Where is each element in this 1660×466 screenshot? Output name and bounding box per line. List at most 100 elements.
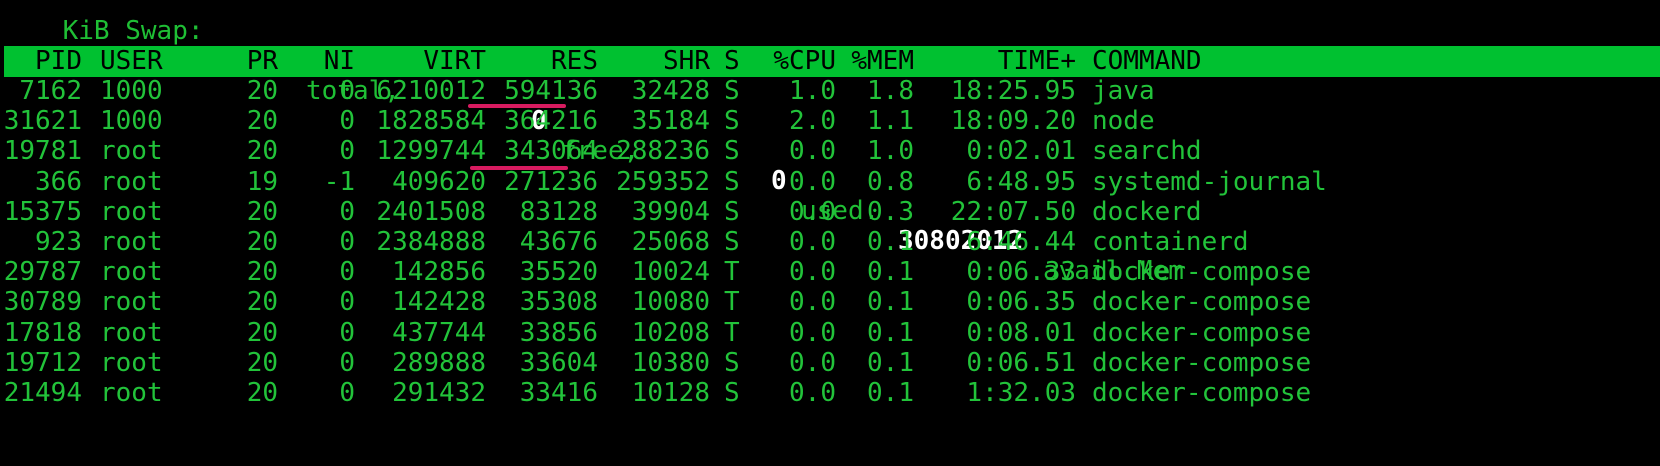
process-cell-res: 364216 bbox=[504, 106, 598, 137]
process-cell-mem: 1.0 bbox=[867, 136, 914, 167]
process-cell-mem: 0.1 bbox=[867, 378, 914, 408]
process-cell-ni: -1 bbox=[323, 166, 355, 197]
process-row[interactable]: 15375 root 20 0 2401508 83128 39904 S 0.0 0.3 22:0… bbox=[4, 197, 1660, 227]
process-cell-cpu: 0.0 bbox=[789, 317, 836, 348]
process-cell-command: docker-compose bbox=[1092, 378, 1312, 408]
process-cell-res: 33416 bbox=[519, 378, 598, 408]
process-cell-time: 6:48.95 bbox=[966, 166, 1076, 197]
process-cell-ni: 0 bbox=[339, 378, 355, 408]
column-header-shr[interactable]: SHR bbox=[663, 46, 710, 76]
process-row[interactable]: 31621 1000 20 0 1828584 364216 35184 S 2.0 1.1 18:… bbox=[4, 106, 1660, 136]
process-cell-pid: 21494 bbox=[3, 378, 82, 408]
column-header-pr[interactable]: PR bbox=[246, 46, 278, 76]
process-cell-ni: 0 bbox=[339, 257, 355, 288]
process-cell-ni: 0 bbox=[339, 347, 355, 378]
column-header-virt[interactable]: VIRT bbox=[423, 46, 486, 76]
process-cell-command: dockerd bbox=[1092, 196, 1202, 227]
process-cell-cpu: 0.0 bbox=[789, 227, 836, 257]
process-cell-command: docker-compose bbox=[1092, 257, 1312, 288]
process-row[interactable]: 21494 root 20 0 291432 33416 10128 S 0.0 0.1 1:32.… bbox=[4, 378, 1660, 408]
process-cell-user: root bbox=[100, 347, 163, 378]
column-header-state[interactable]: S bbox=[724, 46, 740, 76]
process-cell-pr: 20 bbox=[246, 136, 278, 167]
process-row[interactable]: 19712 root 20 0 289888 33604 10380 S 0.0 0.1 0:06.… bbox=[4, 348, 1660, 378]
process-cell-mem: 1.8 bbox=[867, 76, 914, 106]
process-row[interactable]: 19781 root 20 0 1299744 343064 288236 S 0.0 1.0 0:… bbox=[4, 136, 1660, 166]
process-cell-ni: 0 bbox=[339, 317, 355, 348]
process-cell-command: searchd bbox=[1092, 136, 1202, 167]
process-cell-time: 0:08.01 bbox=[966, 317, 1076, 348]
process-row[interactable]: 7162 1000 20 0 6210012 594136 32428 S 1.0 1.8 18:2… bbox=[4, 76, 1660, 106]
process-cell-time: 0:06.51 bbox=[966, 347, 1076, 378]
process-cell-user: 1000 bbox=[100, 106, 163, 137]
process-row[interactable]: 30789 root 20 0 142428 35308 10080 T 0.0 0.1 0:06.… bbox=[4, 287, 1660, 317]
process-cell-user: root bbox=[100, 136, 163, 167]
process-cell-ni: 0 bbox=[339, 136, 355, 167]
process-cell-pr: 20 bbox=[246, 106, 278, 137]
red-annotation-underline-2 bbox=[470, 166, 568, 170]
process-cell-mem: 0.1 bbox=[867, 317, 914, 348]
process-row[interactable]: 29787 root 20 0 142856 35520 10024 T 0.0 0.1 0:06.… bbox=[4, 257, 1660, 287]
swap-total-label: total, bbox=[306, 76, 400, 106]
swap-used-label: used. bbox=[801, 196, 880, 226]
column-header-cpu[interactable]: %CPU bbox=[773, 46, 836, 76]
process-cell-s: S bbox=[724, 106, 740, 137]
process-cell-pid: 31621 bbox=[3, 106, 82, 137]
process-cell-virt: 142428 bbox=[392, 287, 486, 318]
process-cell-cpu: 0.0 bbox=[789, 347, 836, 378]
process-cell-s: S bbox=[724, 76, 740, 106]
process-cell-mem: 0.1 bbox=[867, 257, 914, 288]
process-cell-res: 271236 bbox=[504, 166, 598, 197]
swap-avail-label: avail Mem bbox=[1043, 256, 1184, 286]
process-cell-pr: 20 bbox=[246, 347, 278, 378]
process-cell-pid: 923 bbox=[35, 227, 82, 257]
process-cell-s: T bbox=[724, 317, 740, 348]
process-cell-mem: 1.1 bbox=[867, 106, 914, 137]
column-header-res[interactable]: RES bbox=[551, 46, 598, 76]
process-cell-command: docker-compose bbox=[1092, 287, 1312, 318]
process-cell-shr: 32428 bbox=[631, 76, 710, 106]
process-cell-virt: 2384888 bbox=[376, 227, 486, 257]
process-cell-time: 0:02.01 bbox=[966, 136, 1076, 167]
process-cell-virt: 291432 bbox=[392, 378, 486, 408]
process-cell-shr: 39904 bbox=[631, 196, 710, 227]
process-row[interactable]: 923 root 20 0 2384888 43676 25068 S 0.0 0.1 6:46.4… bbox=[4, 227, 1660, 257]
process-cell-shr: 25068 bbox=[631, 227, 710, 257]
column-header-user[interactable]: USER bbox=[100, 46, 163, 76]
process-cell-virt: 2401508 bbox=[376, 196, 486, 227]
process-row[interactable]: 366 root 19 -1 409620 271236 259352 S 0.0 0.8 6:48… bbox=[4, 167, 1660, 197]
column-header-time[interactable]: TIME+ bbox=[997, 46, 1076, 76]
process-cell-s: S bbox=[724, 347, 740, 378]
process-row[interactable]: 17818 root 20 0 437744 33856 10208 T 0.0 0.1 0:08.… bbox=[4, 318, 1660, 348]
process-cell-pid: 19712 bbox=[3, 347, 82, 378]
process-cell-time: 22:07.50 bbox=[950, 196, 1076, 227]
process-cell-ni: 0 bbox=[339, 227, 355, 257]
process-cell-res: 33856 bbox=[519, 317, 598, 348]
process-cell-mem: 0.8 bbox=[867, 166, 914, 197]
process-cell-ni: 0 bbox=[339, 287, 355, 318]
process-cell-pid: 7162 bbox=[19, 76, 82, 106]
column-header-pid[interactable]: PID bbox=[35, 46, 82, 76]
process-cell-pid: 15375 bbox=[3, 196, 82, 227]
process-cell-virt: 6210012 bbox=[376, 76, 486, 106]
column-header-ni[interactable]: NI bbox=[323, 46, 355, 76]
process-cell-shr: 259352 bbox=[616, 166, 710, 197]
process-cell-ni: 0 bbox=[339, 106, 355, 137]
process-cell-cpu: 0.0 bbox=[789, 257, 836, 288]
process-cell-command: node bbox=[1092, 106, 1155, 137]
process-cell-res: 43676 bbox=[519, 227, 598, 257]
column-header-mem[interactable]: %MEM bbox=[851, 46, 914, 76]
process-cell-time: 18:09.20 bbox=[950, 106, 1076, 137]
process-cell-user: root bbox=[100, 196, 163, 227]
process-table-header: PID USER PR NI VIRT RES SHR S %CPU %MEM … bbox=[4, 46, 1660, 77]
process-cell-s: T bbox=[724, 257, 740, 288]
process-cell-s: T bbox=[724, 287, 740, 318]
swap-free-label: free, bbox=[561, 136, 640, 166]
process-cell-pid: 30789 bbox=[3, 287, 82, 318]
process-cell-time: 1:32.03 bbox=[966, 378, 1076, 408]
process-cell-virt: 409620 bbox=[392, 166, 486, 197]
process-cell-s: S bbox=[724, 136, 740, 167]
column-header-command[interactable]: COMMAND bbox=[1092, 46, 1202, 76]
swap-used-value: 0 bbox=[771, 166, 787, 196]
process-cell-command: java bbox=[1092, 76, 1155, 106]
